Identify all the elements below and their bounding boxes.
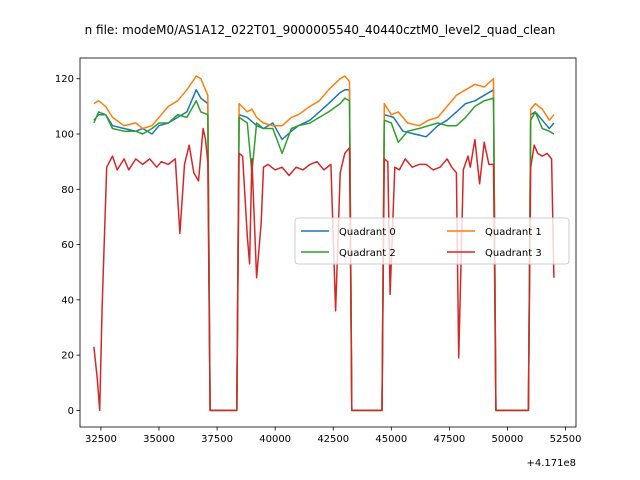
axes-layer: 32500 35000 37500 40000 42500 45000 47500 50000… bbox=[55, 57, 582, 445]
x-tick-label: 42500 bbox=[317, 434, 349, 445]
x-tick-label: 32500 bbox=[85, 434, 117, 445]
y-tick-label: 60 bbox=[61, 240, 74, 251]
x-offset-label: +4.171e8 bbox=[526, 458, 576, 469]
series-line-quadrant-0 bbox=[93, 89, 555, 412]
legend-label-quadrant-0: Quadrant 0 bbox=[339, 227, 396, 238]
x-tick-label: 40000 bbox=[259, 434, 291, 445]
y-tick-label: 100 bbox=[55, 130, 74, 141]
chart-title: n file: modeM0/AS1A12_022T01_9000005540_… bbox=[85, 23, 556, 37]
y-tick-label: 80 bbox=[61, 185, 74, 196]
legend-label-quadrant-1: Quadrant 1 bbox=[485, 227, 542, 238]
series-line-quadrant-1 bbox=[93, 75, 555, 412]
legend-label-quadrant-3: Quadrant 3 bbox=[485, 248, 542, 259]
legend-box bbox=[294, 217, 570, 265]
x-tick-label: 52500 bbox=[550, 434, 582, 445]
plot-frame bbox=[79, 57, 577, 428]
y-tick-label: 0 bbox=[68, 406, 74, 417]
x-tick-label: 37500 bbox=[201, 434, 233, 445]
legend: Quadrant 0 Quadrant 1 Quadrant 2 Quadrant 3 bbox=[294, 217, 570, 265]
y-tick-label: 20 bbox=[61, 351, 74, 362]
x-tick-label: 45000 bbox=[375, 434, 407, 445]
x-tick-label: 50000 bbox=[492, 434, 524, 445]
y-tick-label: 120 bbox=[55, 74, 74, 85]
series-layer bbox=[93, 75, 555, 412]
x-tick-label: 47500 bbox=[433, 434, 465, 445]
x-tick-label: 35000 bbox=[143, 434, 175, 445]
series-line-quadrant-3 bbox=[93, 127, 555, 412]
legend-label-quadrant-2: Quadrant 2 bbox=[339, 248, 396, 259]
series-line-quadrant-2 bbox=[93, 97, 555, 412]
y-tick-label: 40 bbox=[61, 295, 74, 306]
